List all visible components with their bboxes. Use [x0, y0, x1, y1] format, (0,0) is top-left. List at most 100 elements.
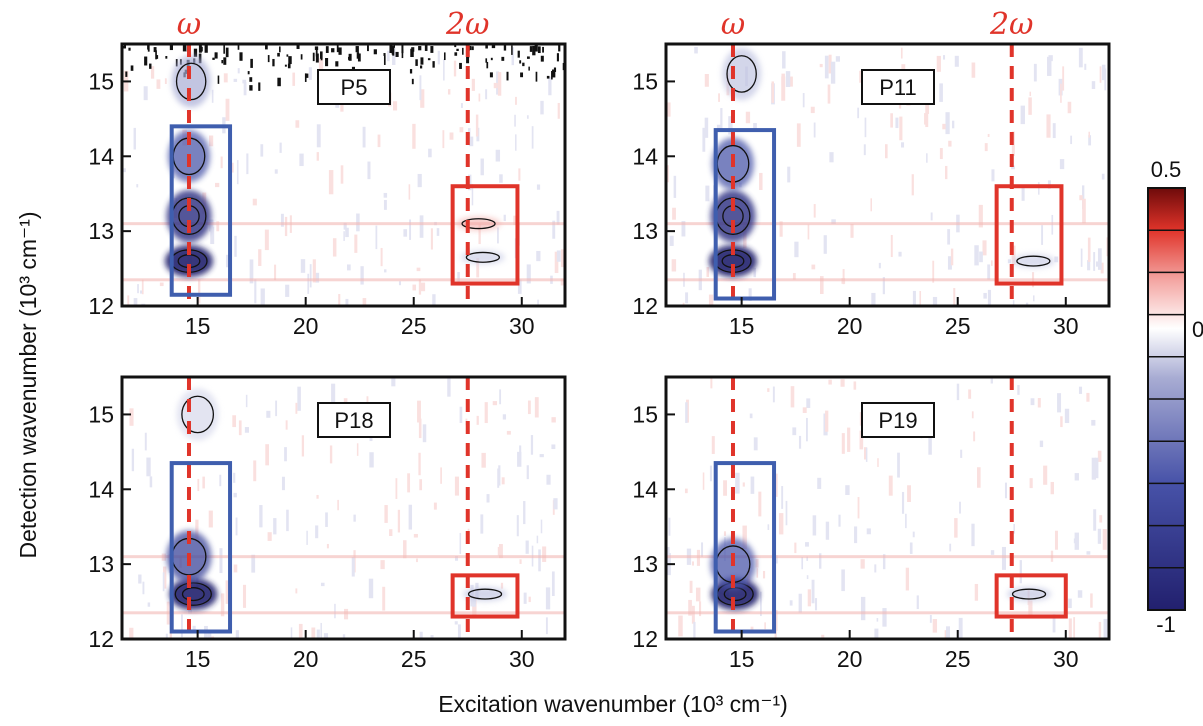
noise-streak — [315, 525, 319, 539]
noise-streak — [234, 235, 237, 257]
noise-streak — [129, 408, 134, 426]
noise-streak — [225, 254, 229, 268]
noise-streak — [454, 621, 458, 625]
speckle — [336, 44, 339, 53]
noise-streak — [356, 443, 359, 456]
speckle — [223, 44, 225, 54]
reference-line-label: ω — [177, 7, 201, 42]
noise-streak — [274, 264, 277, 281]
y-tick-label: 12 — [632, 626, 658, 652]
noise-streak — [395, 478, 398, 499]
noise-streak — [249, 259, 254, 284]
noise-band — [666, 278, 1109, 282]
noise-streak — [430, 635, 434, 639]
speckle — [401, 49, 404, 59]
noise-streak — [334, 603, 336, 619]
noise-streak — [436, 228, 440, 236]
noise-streak — [495, 149, 501, 162]
speckle — [130, 65, 134, 71]
noise-streak — [498, 544, 503, 559]
noise-streak — [911, 174, 914, 196]
noise-streak — [497, 546, 501, 556]
reference-line-label: 2ω — [445, 7, 490, 42]
noise-streak — [859, 430, 864, 450]
noise-streak — [949, 543, 952, 552]
noise-streak — [1086, 392, 1090, 402]
noise-streak — [684, 488, 688, 494]
noise-streak — [702, 127, 706, 152]
noise-band — [666, 555, 1109, 559]
speckle — [325, 58, 329, 67]
noise-streak — [457, 624, 461, 639]
noise-streak — [1013, 523, 1015, 534]
noise-streak — [1099, 66, 1102, 83]
noise-streak — [1098, 621, 1102, 639]
speckle — [485, 58, 488, 63]
noise-streak — [307, 273, 310, 294]
noise-streak — [685, 402, 688, 423]
noise-streak — [759, 172, 763, 191]
noise-streak — [850, 224, 854, 238]
noise-streak — [419, 75, 422, 101]
noise-streak — [223, 73, 228, 83]
noise-streak — [1025, 302, 1029, 306]
noise-streak — [338, 294, 341, 306]
noise-streak — [1082, 198, 1086, 224]
noise-streak — [351, 556, 355, 577]
noise-streak — [692, 561, 694, 566]
speckle — [325, 46, 329, 53]
noise-streak — [478, 223, 481, 245]
noise-streak — [180, 614, 183, 638]
noise-streak — [971, 411, 974, 419]
noise-streak — [211, 89, 214, 103]
noise-streak — [164, 78, 167, 85]
noise-streak — [210, 226, 215, 245]
noise-streak — [865, 447, 868, 462]
noise-streak — [817, 477, 822, 489]
noise-streak — [392, 101, 398, 111]
noise-streak — [418, 452, 421, 476]
noise-streak — [749, 413, 753, 419]
noise-streak — [974, 245, 979, 266]
noise-streak — [267, 532, 272, 541]
noise-streak — [723, 531, 727, 536]
noise-streak — [753, 123, 757, 131]
noise-streak — [771, 81, 774, 103]
noise-streak — [990, 377, 993, 384]
noise-streak — [295, 588, 298, 594]
speckle — [267, 55, 270, 63]
noise-streak — [129, 627, 134, 639]
noise-streak — [499, 389, 502, 405]
noise-streak — [976, 467, 981, 488]
speckle — [239, 52, 243, 61]
noise-streak — [821, 634, 825, 639]
noise-streak — [748, 288, 752, 301]
noise-streak — [968, 389, 972, 399]
noise-streak — [813, 204, 816, 218]
noise-streak — [1001, 546, 1007, 570]
contour-line — [461, 218, 496, 230]
noise-streak — [1094, 457, 1099, 479]
noise-streak — [1077, 590, 1083, 598]
noise-streak — [150, 66, 155, 79]
noise-streak — [954, 518, 958, 538]
speckle — [367, 45, 369, 52]
noise-streak — [1021, 185, 1025, 201]
noise-streak — [516, 515, 519, 537]
plot-frame — [664, 375, 1111, 641]
noise-streak — [898, 251, 902, 257]
noise-streak — [146, 457, 151, 477]
noise-streak — [266, 410, 271, 418]
noise-streak — [207, 629, 212, 639]
noise-streak — [418, 279, 422, 295]
speckle — [217, 75, 220, 84]
noise-streak — [527, 400, 531, 415]
speckle — [420, 65, 423, 69]
noise-streak — [788, 76, 793, 87]
noise-streak — [419, 215, 424, 238]
speckle — [250, 58, 253, 68]
noise-streak — [1097, 528, 1102, 544]
noise-streak — [890, 113, 893, 128]
noise-streak — [242, 584, 247, 608]
noise-streak — [486, 494, 490, 503]
